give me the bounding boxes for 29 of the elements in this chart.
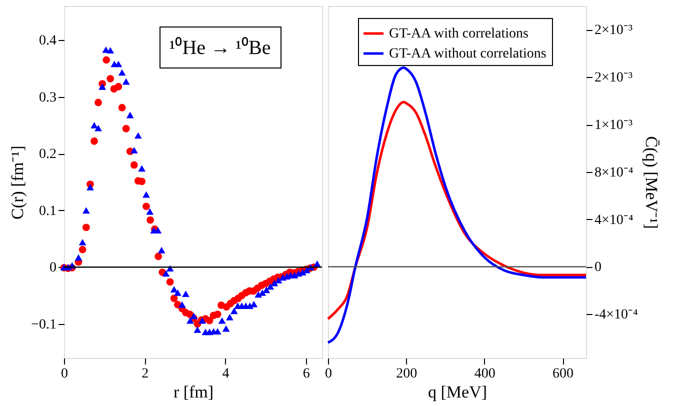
y-axis-title: C(r) [fm⁻¹] — [8, 146, 28, 220]
x-axis-title: r [fm] — [173, 382, 214, 402]
x-tick-label: 6 — [302, 366, 310, 382]
annotation: ¹⁰He → ¹⁰Be — [169, 36, 271, 59]
x-tick-label: 2 — [142, 366, 149, 382]
x-tick-label: 0 — [61, 366, 68, 382]
x-tick-label: 600 — [552, 366, 574, 382]
y-tick-label: 0 — [50, 260, 56, 276]
y2-axis-title: C̄(q) [MeV⁻¹] — [642, 136, 661, 229]
y2-tick-label: 4×10⁻⁴ — [594, 212, 634, 228]
x-axis-title: q [MeV] — [428, 382, 488, 402]
y2-tick-label: 0 — [594, 260, 602, 276]
y2-tick-label: -4×10⁻⁴ — [594, 308, 638, 323]
y-tick-label: 0.4 — [39, 34, 56, 49]
y2-tick-label: 8×10⁻⁴ — [594, 165, 634, 180]
x-tick-label: 4 — [222, 366, 230, 382]
x-tick-label: 400 — [474, 366, 496, 382]
legend-label: GT-AA with correlations — [389, 26, 528, 42]
y2-tick-label: 2×10⁻³ — [594, 70, 633, 86]
y-tick-label: −0.1 — [31, 317, 56, 332]
line-series — [326, 66, 588, 344]
y-tick-label: 0.3 — [39, 90, 56, 106]
y2-tick-label: 2×10⁻³ — [594, 23, 633, 38]
x-tick-label: 0 — [325, 366, 332, 382]
x-tick-label: 200 — [396, 366, 418, 382]
y-tick-label: 0.1 — [39, 204, 56, 219]
legend-label: GT-AA without correlations — [389, 46, 546, 62]
y2-tick-label: 1×10⁻³ — [594, 118, 633, 134]
y-tick-label: 0.2 — [39, 147, 56, 162]
